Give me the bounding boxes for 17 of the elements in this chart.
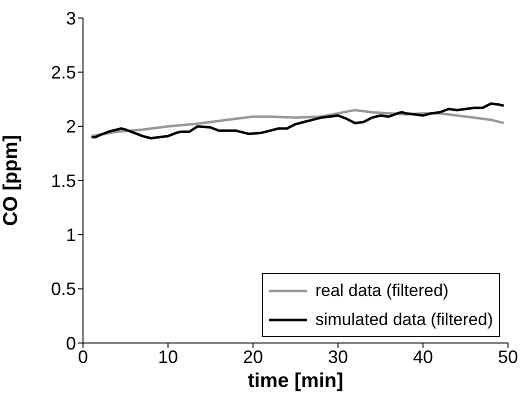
y-axis-title: CO [ppm] [0,134,22,226]
y-tick-label: 0 [66,333,76,354]
y-tick-label: 1 [66,225,76,246]
legend-label: simulated data (filtered) [315,310,493,330]
y-tick-label: 1.5 [50,170,76,191]
y-tick-label: 2 [66,116,76,137]
line-series [90,102,505,140]
x-tick-label: 10 [158,346,178,367]
y-tick-label: 0.5 [50,279,76,300]
x-tick-label: 40 [412,346,434,367]
x-tick-label: 20 [242,346,264,367]
legend-label: real data (filtered) [315,280,449,300]
x-tick-label: 50 [498,346,518,367]
x-tick-label: 30 [328,346,348,367]
y-tick-label: 3 [66,8,76,28]
y-tick-label: 2.5 [50,62,76,83]
x-axis-title: time [min] [248,370,344,392]
